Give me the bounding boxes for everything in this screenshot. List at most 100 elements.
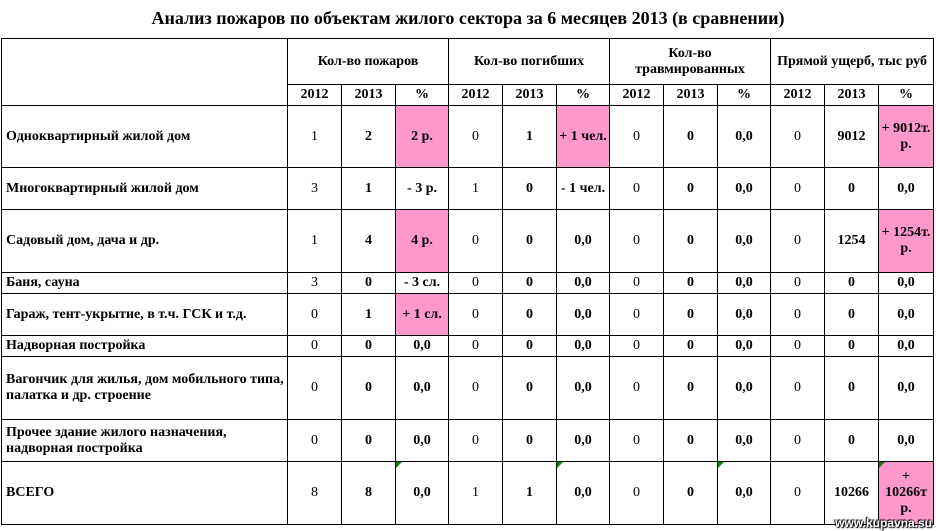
injured-2013: 0	[663, 335, 719, 357]
fires-2013: 0	[341, 335, 396, 357]
table-row: Одноквартирный жилой дом 1 2 2 р. 0 1 + …	[1, 105, 935, 168]
fires-2012: 3	[287, 272, 342, 294]
damage-2013: 1254	[824, 209, 880, 273]
subheader-pct: %	[556, 84, 611, 106]
injured-2012: 0	[609, 356, 665, 420]
injured-pct: 0,0	[717, 419, 772, 462]
injured-pct: 0,0	[717, 167, 772, 210]
injured-2013: 0	[663, 105, 719, 168]
header-damage: Прямой ущерб, тыс руб	[770, 38, 935, 85]
deaths-2013: 0	[502, 272, 558, 294]
table-row: Надворная постройка 0 0 0,0 0 0 0,0 0 0 …	[1, 335, 935, 357]
damage-2012: 0	[770, 272, 826, 294]
table-row-total: ВСЕГО 8 8 0,0 1 1 0,0 0 0 0,0 0 10266 + …	[1, 461, 935, 525]
fires-2013: 0	[341, 356, 396, 420]
damage-pct: 0,0	[878, 272, 935, 294]
fires-2012: 3	[287, 167, 342, 210]
deaths-2013: 0	[502, 209, 558, 273]
deaths-pct: 0,0	[556, 293, 611, 336]
injured-2013: 0	[663, 356, 719, 420]
fires-2012: 1	[287, 105, 342, 168]
damage-2013: 0	[824, 356, 880, 420]
deaths-2012: 0	[448, 419, 504, 462]
fires-2013: 2	[341, 105, 396, 168]
injured-2013: 0	[663, 461, 719, 525]
fires-2013: 1	[341, 167, 396, 210]
injured-2012: 0	[609, 461, 665, 525]
deaths-2013: 0	[502, 293, 558, 336]
damage-pct: 0,0	[878, 293, 935, 336]
table-row: Вагончик для жилья, дом мобильного типа,…	[1, 356, 935, 420]
fires-pct: 2 р.	[394, 105, 450, 168]
damage-2012: 0	[770, 419, 826, 462]
deaths-2013: 0	[502, 419, 558, 462]
deaths-pct: 0,0	[556, 419, 611, 462]
row-label: Прочее здание жилого назначения, надворн…	[1, 419, 288, 462]
damage-2013: 10266	[824, 461, 880, 525]
injured-2012: 0	[609, 105, 665, 168]
injured-2013: 0	[663, 293, 719, 336]
damage-2013: 0	[824, 419, 880, 462]
injured-2012: 0	[609, 167, 665, 210]
fires-2013: 8	[341, 461, 396, 525]
deaths-2013: 0	[502, 335, 558, 357]
injured-pct: 0,0	[717, 272, 772, 294]
subheader-2013: 2013	[341, 84, 396, 106]
row-label: Баня, сауна	[1, 272, 288, 294]
injured-2012: 0	[609, 419, 665, 462]
header-row-groups: Кол-во пожаров Кол-во погибших Кол-во тр…	[1, 38, 935, 106]
damage-2012: 0	[770, 167, 826, 210]
deaths-2013: 1	[502, 461, 558, 525]
row-label: Надворная постройка	[1, 335, 288, 357]
damage-pct: 0,0	[878, 167, 935, 210]
row-label: Многоквартирный жилой дом	[1, 167, 288, 210]
fires-pct: 4 р.	[394, 209, 450, 273]
row-label: Вагончик для жилья, дом мобильного типа,…	[1, 356, 288, 420]
damage-2013: 9012	[824, 105, 880, 168]
row-label: Одноквартирный жилой дом	[1, 105, 288, 168]
header-empty-cell	[1, 38, 288, 106]
fires-pct: + 1 сл.	[394, 293, 450, 336]
fires-table: Кол-во пожаров Кол-во погибших Кол-во тр…	[1, 38, 935, 525]
fires-2012: 8	[287, 461, 342, 525]
damage-2012: 0	[770, 209, 826, 273]
damage-2012: 0	[770, 461, 826, 525]
damage-pct: + 1254т. р.	[878, 209, 935, 273]
fires-pct: - 3 сл.	[394, 272, 450, 294]
row-label: Садовый дом, дача и др.	[1, 209, 288, 273]
injured-pct: 0,0	[717, 293, 772, 336]
fires-2013: 4	[341, 209, 396, 273]
damage-2012: 0	[770, 335, 826, 357]
subheader-2012: 2012	[770, 84, 826, 106]
damage-pct: 0,0	[878, 419, 935, 462]
watermark: www.kupavna.su	[835, 516, 932, 530]
deaths-2013: 0	[502, 167, 558, 210]
subheader-pct: %	[394, 84, 450, 106]
fires-pct: 0,0	[394, 335, 450, 357]
deaths-2012: 1	[448, 167, 504, 210]
deaths-2012: 0	[448, 356, 504, 420]
deaths-pct: 0,0	[556, 356, 611, 420]
deaths-pct: - 1 чел.	[556, 167, 611, 210]
injured-2013: 0	[663, 209, 719, 273]
fires-pct: - 3 р.	[394, 167, 450, 210]
deaths-2012: 0	[448, 209, 504, 273]
header-fires: Кол-во пожаров	[286, 38, 450, 85]
injured-2013: 0	[663, 272, 719, 294]
row-label: ВСЕГО	[1, 461, 288, 525]
injured-2012: 0	[609, 335, 665, 357]
injured-pct: 0,0	[717, 335, 772, 357]
injured-2013: 0	[663, 167, 719, 210]
deaths-pct: 0,0	[556, 335, 611, 357]
fires-pct: 0,0	[394, 356, 450, 420]
header-injured: Кол-во травмированных	[609, 38, 772, 85]
fires-pct: 0,0	[394, 419, 450, 462]
deaths-2012: 0	[448, 272, 504, 294]
fires-pct: 0,0	[394, 461, 450, 525]
header-deaths: Кол-во погибших	[448, 38, 611, 85]
fires-2013: 0	[341, 272, 396, 294]
damage-pct: + 9012т. р.	[878, 105, 935, 168]
injured-pct: 0,0	[717, 105, 772, 168]
damage-pct: + 10266т р.	[878, 461, 935, 525]
header-row-years: 2012 2013 % 2012 2013 % 2012 2013 % 2012…	[2, 84, 935, 106]
